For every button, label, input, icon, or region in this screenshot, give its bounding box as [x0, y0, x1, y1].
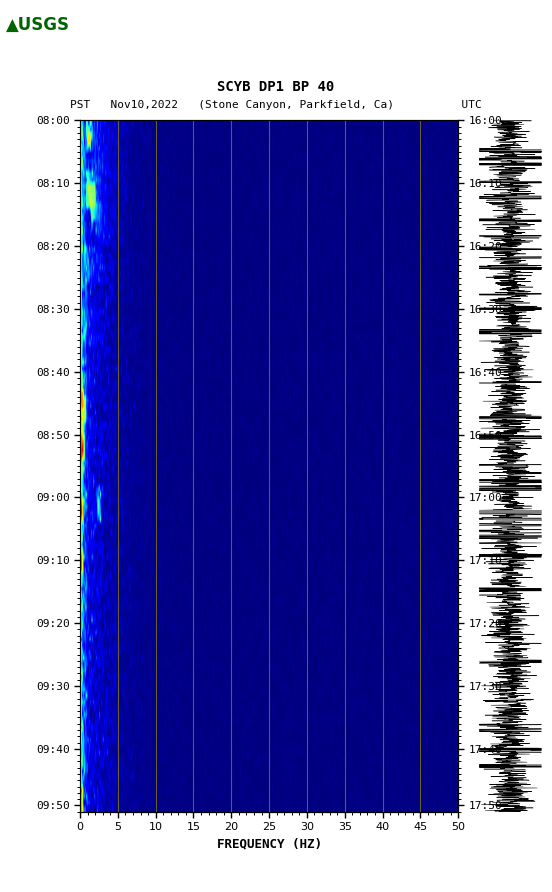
X-axis label: FREQUENCY (HZ): FREQUENCY (HZ)	[216, 838, 322, 851]
Text: SCYB DP1 BP 40: SCYB DP1 BP 40	[217, 79, 335, 94]
Text: ▲USGS: ▲USGS	[7, 15, 70, 34]
Text: PST   Nov10,2022   (Stone Canyon, Parkfield, Ca)          UTC: PST Nov10,2022 (Stone Canyon, Parkfield,…	[70, 100, 482, 110]
